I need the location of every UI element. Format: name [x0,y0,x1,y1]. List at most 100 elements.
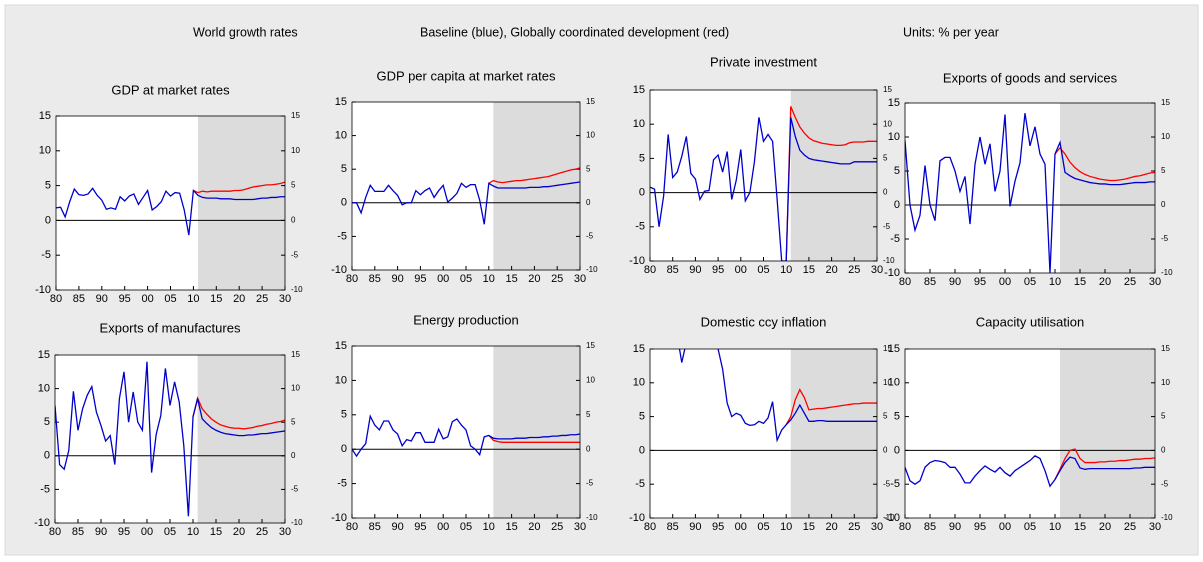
y-tick-label: 5 [341,163,347,175]
x-tick-label: 95 [119,293,131,305]
y2-tick-label: -5 [291,485,299,494]
y-tick-label: -5 [890,233,900,245]
panel-title: Energy production [413,312,519,327]
panel: Domestic ccy inflation-10-5051015-10-505… [629,314,895,533]
series-line [678,349,877,443]
panel-title: GDP at market rates [111,82,230,97]
forecast-shade [493,102,580,270]
plot-frame [351,101,581,271]
header-title: World growth rates [193,25,298,39]
panel-title: Capacity utilisation [976,314,1084,329]
x-tick-label: 25 [1124,521,1136,533]
y2-tick-label: 10 [883,119,892,128]
x-tick-label: 80 [644,264,656,276]
panel-title: Private investment [710,54,817,69]
x-tick-label: 90 [391,273,403,285]
x-tick-label: 85 [72,526,84,538]
x-tick-label: 80 [644,521,656,533]
x-tick-label: 80 [346,521,358,533]
panel: Exports of goods and services-10-5051015… [884,70,1173,287]
y2-tick-label: -10 [883,513,895,522]
y-tick-label: 15 [633,84,645,96]
y-tick-label: 0 [341,443,347,455]
y-tick-label: 5 [639,411,645,423]
x-tick-label: 00 [735,264,747,276]
forecast-shade [493,346,580,518]
y2-tick-label: 10 [586,131,595,140]
y-tick-label: 10 [38,383,50,395]
plot-frame [351,345,581,519]
y-tick-label: -5 [41,249,51,261]
x-tick-label: 30 [1149,276,1161,288]
x-tick-label: 25 [551,521,563,533]
y-tick-label: -10 [34,517,50,529]
x-tick-label: 30 [871,521,883,533]
x-tick-label: 80 [899,276,911,288]
series-line [488,434,580,443]
y-tick-label: 15 [335,340,347,352]
y-tick-label: -10 [331,264,347,276]
x-tick-label: 00 [999,276,1011,288]
y-tick-label: 5 [45,180,51,192]
panel-title: Domestic ccy inflation [701,314,827,329]
x-tick-label: 20 [825,521,837,533]
series-line [55,361,285,517]
x-tick-label: 05 [1024,276,1036,288]
y2-tick-label: 10 [883,378,892,387]
y2-tick-label: -10 [883,256,895,265]
x-tick-label: 85 [924,521,936,533]
x-tick-label: 00 [141,293,153,305]
x-tick-label: 00 [141,526,153,538]
y2-tick-label: 5 [291,417,296,426]
y-tick-label: 10 [633,118,645,130]
x-tick-label: 05 [164,526,176,538]
x-tick-label: 20 [1099,521,1111,533]
y-tick-label: 0 [894,444,900,456]
y2-tick-label: -5 [883,222,891,231]
x-tick-label: 30 [279,526,291,538]
y-tick-label: -10 [629,512,645,524]
y-tick-label: -5 [40,483,50,495]
y-tick-label: 15 [888,343,900,355]
series-line [352,181,580,225]
x-tick-label: 15 [210,293,222,305]
y2-tick-label: -10 [291,518,303,527]
y-tick-label: -5 [337,230,347,242]
x-tick-label: 10 [780,264,792,276]
y2-tick-label: 10 [291,384,300,393]
x-tick-label: 95 [414,273,426,285]
y2-tick-label: 0 [586,444,591,453]
y-tick-label: 10 [888,131,900,143]
y2-tick-label: 0 [883,446,888,455]
forecast-shade [197,116,285,290]
y2-tick-label: 5 [883,412,888,421]
plot-frame [54,354,286,524]
y2-tick-label: -5 [883,479,891,488]
x-tick-label: 30 [1149,521,1161,533]
x-tick-label: 25 [1124,276,1136,288]
forecast-shade [1060,349,1155,518]
y2-tick-label: -5 [586,232,594,241]
y-tick-label: 15 [39,110,51,122]
panel: Exports of manufactures-10-5051015-10-50… [34,320,303,537]
plot-frame [649,348,878,519]
x-tick-label: 80 [49,526,61,538]
y-tick-label: 5 [894,411,900,423]
plot-frame [55,115,286,291]
x-tick-label: 15 [803,521,815,533]
y2-tick-label: 5 [883,154,888,163]
forecast-shade [197,355,285,523]
x-tick-label: 10 [1049,276,1061,288]
panel-title: Exports of goods and services [943,70,1118,85]
x-tick-label: 30 [574,521,586,533]
y2-tick-label: 10 [586,376,595,385]
y-tick-label: 0 [44,450,50,462]
y-tick-label: 0 [45,214,51,226]
x-tick-label: 25 [256,293,268,305]
x-tick-label: 00 [437,521,449,533]
x-tick-label: 95 [118,526,130,538]
x-tick-label: 20 [825,264,837,276]
plot-frame [904,348,1156,519]
y2-tick-label: 10 [1161,132,1170,141]
series-line [1054,448,1155,480]
